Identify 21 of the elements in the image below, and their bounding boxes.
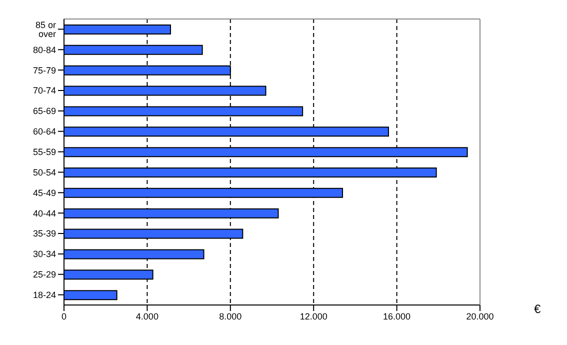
y-tick-label: 75-79 xyxy=(32,65,56,76)
y-tick-label: 65-69 xyxy=(32,106,56,116)
y-tick-label: 70-74 xyxy=(32,86,56,96)
x-tick-label: 16.000 xyxy=(383,311,411,322)
x-axis-title: € xyxy=(534,302,541,316)
y-tick-label: 85 or over xyxy=(35,20,56,39)
y-tick-label: 55-59 xyxy=(32,146,56,157)
y-tick-label: 45-49 xyxy=(32,188,56,198)
y-tick-label: 60-64 xyxy=(32,126,56,137)
y-tick-label: 80-84 xyxy=(32,44,56,55)
y-tick-label: 25-29 xyxy=(32,270,56,280)
y-tick-label: 35-39 xyxy=(32,228,56,239)
x-tick-label: 0 xyxy=(61,311,67,322)
y-tick-label: 30-34 xyxy=(32,249,56,260)
x-tick-label: 12.000 xyxy=(300,311,328,322)
x-tick-label: 20.000 xyxy=(466,311,494,322)
x-tick-label: 8.000 xyxy=(219,311,242,322)
y-tick-label: 40-44 xyxy=(32,208,56,218)
y-tick-label: 18-24 xyxy=(32,290,56,300)
x-tick-label: 4.000 xyxy=(136,311,158,322)
y-tick-label: 50-54 xyxy=(32,167,56,178)
